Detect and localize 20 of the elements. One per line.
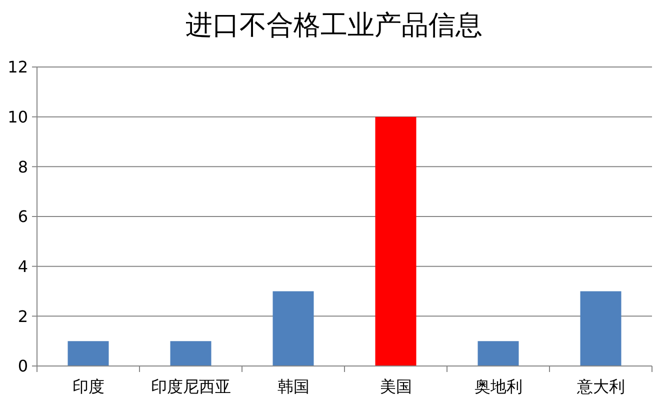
bar — [478, 341, 519, 366]
bar — [272, 291, 314, 366]
x-tick-label: 奥地利 — [474, 377, 522, 396]
x-tick-label: 印度 — [72, 377, 104, 396]
y-tick-label: 6 — [18, 207, 28, 226]
y-tick-label: 10 — [8, 108, 28, 127]
x-tick-label: 美国 — [380, 377, 412, 396]
bar — [170, 341, 212, 366]
y-tick-label: 2 — [18, 306, 28, 326]
bar — [375, 116, 416, 366]
y-tick-label: 12 — [8, 58, 28, 77]
x-tick-label: 意大利 — [576, 377, 625, 396]
chart-title: 进口不合格工业产品信息 — [184, 9, 484, 43]
y-tick-label: 0 — [18, 356, 28, 376]
x-tick-label: 印度尼西亚 — [150, 377, 231, 396]
y-tick-label: 8 — [18, 157, 28, 176]
bar — [68, 341, 109, 366]
bar — [580, 291, 622, 366]
x-tick-label: 韩国 — [277, 377, 310, 396]
y-tick-label: 4 — [18, 257, 28, 276]
